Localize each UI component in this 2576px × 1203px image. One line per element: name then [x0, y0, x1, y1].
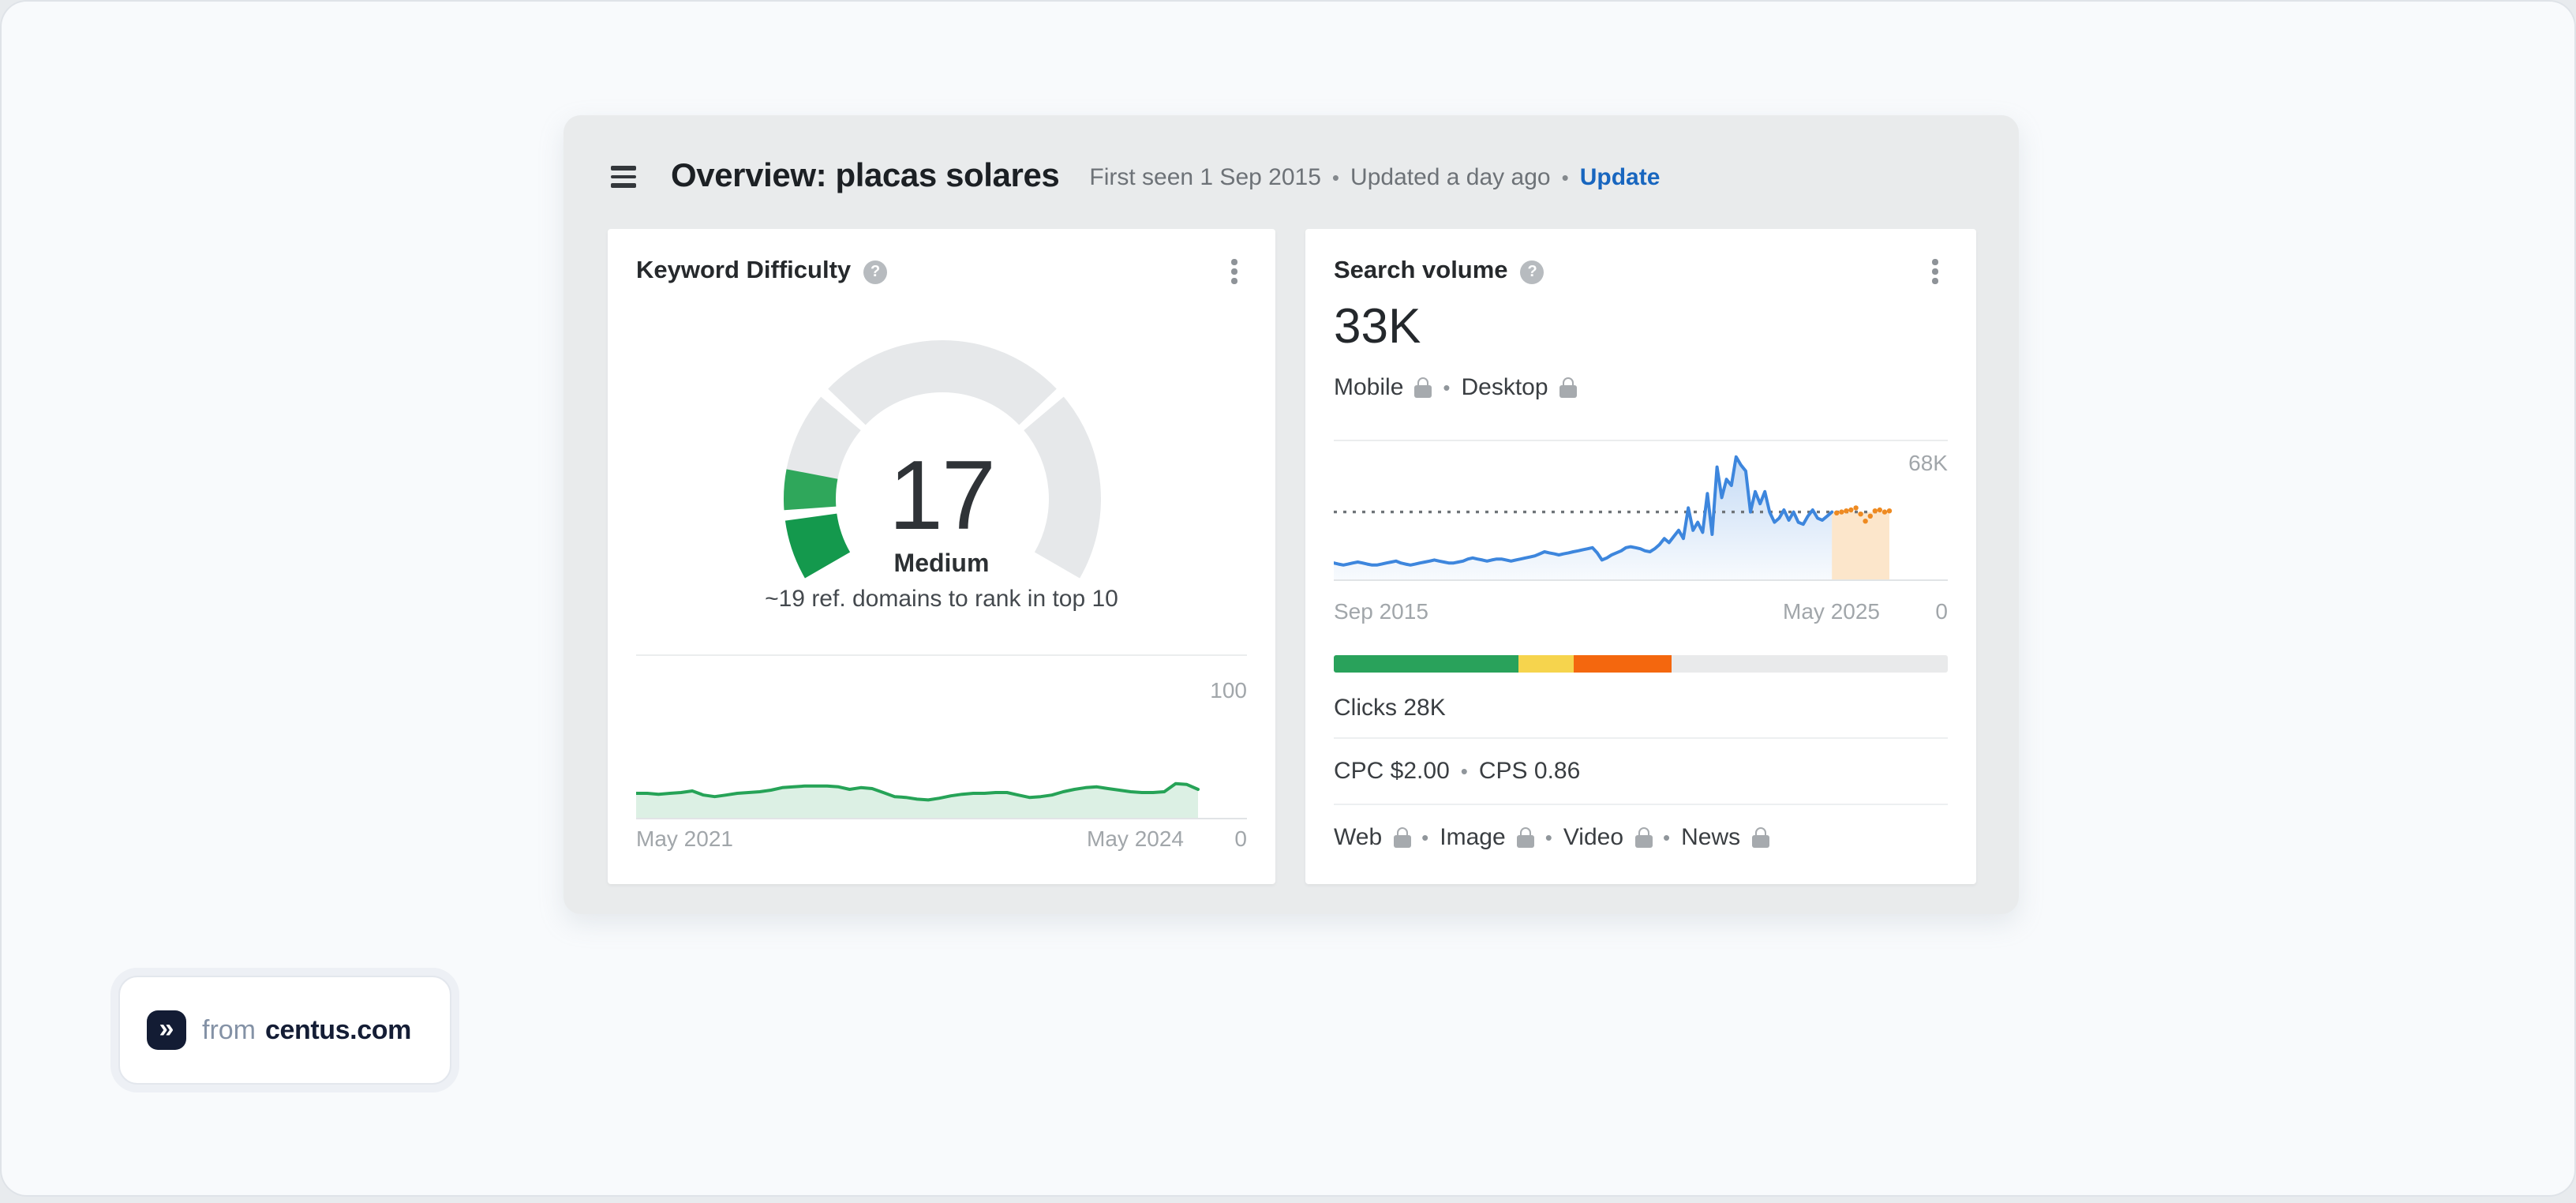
desktop-toggle[interactable]: Desktop	[1461, 374, 1548, 401]
bullet-separator: •	[1460, 759, 1468, 783]
search-volume-chart	[1334, 440, 1948, 581]
serp-type-web[interactable]: Web	[1334, 824, 1383, 851]
y-axis-max-label: 100	[1210, 677, 1247, 703]
y-axis-max-label: 68K	[1908, 450, 1948, 475]
search-volume-value: 33K	[1334, 298, 1421, 354]
lock-icon	[1516, 827, 1534, 848]
help-icon[interactable]: ?	[863, 260, 888, 283]
card-title: Keyword Difficulty	[636, 257, 852, 284]
x-axis-labels: May 2021 May 2024 0	[636, 826, 1247, 851]
serp-types-row: Web • Image • Video • News	[1334, 824, 1769, 851]
serp-type-video[interactable]: Video	[1563, 824, 1623, 851]
menu-icon[interactable]	[611, 166, 636, 188]
page-title: Overview: placas solares	[671, 158, 1060, 194]
x-axis-end-label: May 2024	[1087, 826, 1184, 851]
x-axis-labels: Sep 2015 May 2025 0	[1334, 598, 1948, 624]
kd-level: Medium	[893, 551, 990, 578]
clicks-value: Clicks 28K	[1334, 695, 1446, 721]
card-title: Search volume	[1334, 257, 1508, 284]
divider	[1334, 804, 1948, 805]
clicks-bar-segment	[1671, 655, 1948, 673]
cps-value: CPS 0.86	[1478, 758, 1581, 785]
update-link[interactable]: Update	[1579, 163, 1661, 190]
search-volume-card: Search volume ? 33K Mobile • Desktop	[1305, 229, 1976, 884]
help-icon[interactable]: ?	[1520, 260, 1544, 283]
kd-gauge-chart	[783, 340, 1100, 579]
kd-history-chart	[636, 654, 1247, 819]
kebab-menu-icon[interactable]	[1930, 256, 1941, 287]
clicks-bar-segment	[1518, 655, 1574, 673]
first-seen-text: First seen 1 Sep 2015	[1089, 163, 1321, 190]
x-axis-start-label: Sep 2015	[1334, 598, 1428, 624]
mobile-toggle[interactable]: Mobile	[1334, 374, 1404, 401]
keyword-difficulty-card: Keyword Difficulty ? 17 Medium ~19 ref. …	[608, 229, 1275, 884]
x-axis-start-label: May 2021	[636, 826, 733, 851]
badge-prefix-text: from	[202, 1014, 256, 1044]
lock-icon	[1414, 377, 1432, 398]
attribution-badge[interactable]: » from centus.com	[118, 976, 451, 1085]
lock-icon	[1751, 827, 1769, 848]
centus-logo-icon: »	[147, 1010, 186, 1050]
panel-header: Overview: placas solares First seen 1 Se…	[611, 156, 1971, 197]
cpc-row: CPC $2.00 • CPS 0.86	[1334, 758, 1580, 785]
bullet-separator: •	[1561, 165, 1569, 189]
header-meta: First seen 1 Sep 2015 • Updated a day ag…	[1089, 163, 1660, 190]
lock-icon	[1559, 377, 1577, 398]
overview-widget-panel: Overview: placas solares First seen 1 Se…	[564, 115, 2019, 914]
metric-cards: Keyword Difficulty ? 17 Medium ~19 ref. …	[608, 229, 1976, 884]
clicks-breakdown-bar	[1334, 655, 1948, 673]
cpc-value: CPC $2.00	[1334, 758, 1450, 785]
kebab-menu-icon[interactable]	[1229, 256, 1241, 287]
lock-icon	[1634, 827, 1652, 848]
lock-icon	[1393, 827, 1411, 848]
bullet-separator: •	[1663, 826, 1671, 849]
card-header: Search volume ?	[1334, 256, 1941, 287]
clicks-bar-segment	[1573, 655, 1672, 673]
updated-text: Updated a day ago	[1350, 163, 1551, 190]
bullet-separator: •	[1421, 826, 1429, 849]
kd-score: 17	[889, 442, 996, 551]
bullet-separator: •	[1443, 376, 1451, 399]
y-axis-min-label: 0	[1935, 598, 1948, 624]
badge-brand-link: centus.com	[265, 1014, 411, 1044]
bullet-separator: •	[1331, 165, 1340, 189]
clicks-bar-segment	[1334, 655, 1518, 673]
card-header: Keyword Difficulty ?	[636, 256, 1241, 287]
x-axis-end-label: May 2025	[1783, 598, 1880, 624]
serp-type-image[interactable]: Image	[1440, 824, 1506, 851]
clicks-row: Clicks 28K	[1334, 695, 1446, 721]
divider	[1334, 737, 1948, 739]
kd-hint: ~19 ref. domains to rank in top 10	[765, 586, 1118, 613]
bullet-separator: •	[1544, 826, 1552, 849]
serp-type-news[interactable]: News	[1681, 824, 1741, 851]
device-breakdown-row: Mobile • Desktop	[1334, 374, 1577, 401]
y-axis-min-label: 0	[1234, 826, 1247, 851]
